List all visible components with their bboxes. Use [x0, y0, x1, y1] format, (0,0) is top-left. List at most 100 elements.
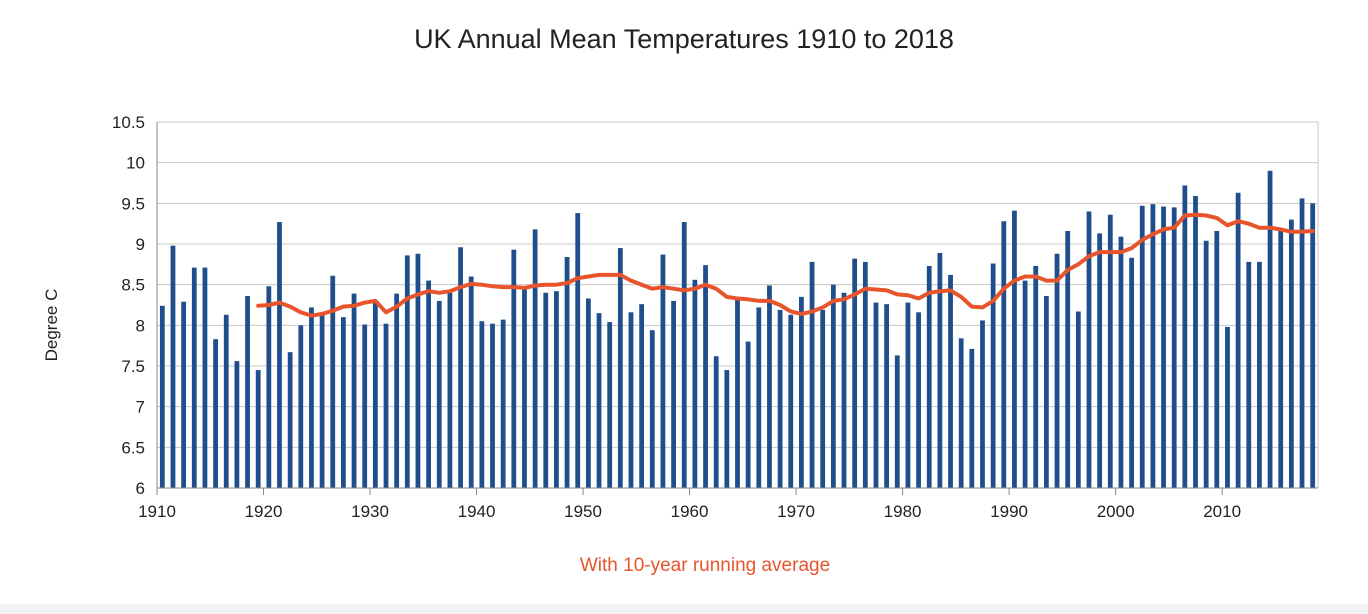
bar-2001: [1129, 257, 1134, 488]
bar-1936: [436, 300, 442, 488]
bar-1971: [809, 261, 815, 488]
bar-1912: [181, 301, 187, 488]
bar-2014: [1267, 170, 1273, 489]
bar-1985: [958, 338, 964, 488]
bar-1937: [447, 292, 453, 488]
bar-1983: [937, 252, 943, 488]
bar-1973: [830, 284, 836, 488]
bar-1961: [703, 265, 708, 488]
bar-1984: [948, 274, 953, 488]
bar-1915: [213, 339, 218, 488]
bar-1987: [980, 320, 985, 488]
x-tick-label: 1930: [351, 502, 389, 521]
x-tick-label: 1910: [138, 502, 176, 521]
bar-1964: [735, 296, 740, 488]
x-tick-label: 2010: [1203, 502, 1241, 521]
bar-1921: [277, 222, 282, 489]
bar-2013: [1257, 261, 1262, 488]
running-average-line: [256, 212, 1315, 318]
bar-1997: [1086, 211, 1092, 488]
x-tick-label: 1920: [245, 502, 283, 521]
x-tick-label: 1980: [884, 502, 922, 521]
x-tick-label: 1950: [564, 502, 602, 521]
bar-2015: [1278, 230, 1284, 489]
bar-1946: [543, 292, 549, 488]
bar-1945: [532, 229, 538, 489]
bar-1944: [522, 287, 527, 488]
y-tick-labels: 10.5 10 9.5 9 8.5 8 7.5 7 6.5 6: [112, 113, 145, 498]
y-tick-label: 6.5: [121, 438, 145, 457]
bar-1932: [394, 293, 400, 488]
bar-1999: [1107, 214, 1113, 488]
bar-1982: [926, 265, 932, 488]
bar-1980: [905, 302, 911, 488]
bar-1996: [1075, 311, 1081, 488]
bar-1988: [990, 263, 996, 488]
bar-1930: [372, 300, 378, 488]
annual-temperature-bars: [159, 170, 1316, 489]
bar-1951: [596, 313, 602, 488]
bar-1923: [298, 325, 304, 488]
bar-1911: [170, 245, 176, 488]
bar-1981: [916, 312, 921, 488]
bar-1943: [511, 249, 517, 488]
bar-2002: [1139, 205, 1145, 488]
bar-1960: [692, 279, 698, 488]
bar-1914: [202, 267, 208, 488]
bar-1939: [468, 276, 474, 488]
bar-1953: [617, 248, 623, 488]
y-tick-label: 7: [136, 398, 145, 417]
bottom-strip: [0, 604, 1368, 614]
bar-1974: [841, 292, 847, 488]
bar-1976: [862, 261, 868, 488]
bar-1967: [767, 285, 772, 488]
x-tick-label: 1940: [458, 502, 496, 521]
y-tick-label: 8: [136, 316, 145, 335]
bar-2005: [1171, 207, 1177, 488]
bar-1992: [1033, 265, 1039, 488]
bar-1995: [1065, 230, 1071, 489]
bar-1972: [820, 309, 826, 488]
bar-1934: [415, 253, 421, 488]
y-tick-label: 10: [126, 154, 145, 173]
bar-1963: [724, 370, 730, 488]
bar-1990: [1012, 210, 1017, 488]
y-tick-label: 7.5: [121, 357, 145, 376]
bar-1919: [255, 370, 261, 488]
bar-1966: [756, 307, 762, 488]
bar-1929: [362, 324, 368, 488]
axes: [156, 122, 1318, 489]
bar-1942: [500, 319, 506, 488]
bar-2004: [1161, 206, 1166, 488]
bar-1959: [681, 222, 687, 489]
bar-2009: [1214, 230, 1220, 489]
bar-1955: [639, 304, 645, 488]
bar-2003: [1150, 204, 1156, 488]
y-tick-label: 6: [136, 479, 145, 498]
running-average-note: With 10-year running average: [579, 555, 831, 576]
bar-1933: [404, 255, 410, 488]
bar-1913: [191, 267, 197, 488]
bar-1969: [788, 314, 794, 488]
bar-1918: [245, 296, 250, 488]
bar-1989: [1001, 221, 1007, 489]
bar-1962: [713, 356, 719, 488]
bar-2016: [1288, 219, 1294, 488]
bar-2018: [1310, 203, 1316, 488]
bar-1968: [777, 309, 783, 488]
bar-1920: [266, 286, 272, 488]
bar-2006: [1182, 185, 1188, 488]
x-tick-label: 1990: [990, 502, 1028, 521]
bar-1947: [554, 291, 559, 488]
bar-1926: [330, 275, 336, 488]
bar-1979: [894, 355, 900, 488]
bar-2017: [1299, 198, 1305, 488]
y-tick-label: 8.5: [121, 276, 145, 295]
bar-1950: [585, 298, 591, 488]
bar-1928: [351, 293, 357, 488]
bar-1916: [223, 314, 229, 488]
bar-1948: [564, 257, 570, 488]
bar-1931: [383, 323, 389, 488]
bar-1977: [873, 302, 879, 488]
